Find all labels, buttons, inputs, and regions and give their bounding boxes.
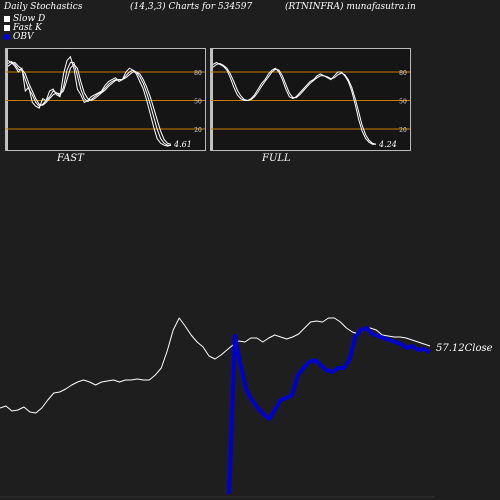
fast-panel-caption: FAST xyxy=(57,153,84,164)
full-level-label: 80 xyxy=(399,70,407,77)
legend-fast-k: Fast K xyxy=(4,23,42,33)
full-panel-caption: FULL xyxy=(262,153,291,164)
legend-swatch-fast-k xyxy=(4,25,10,31)
full-level-label: 50 xyxy=(399,99,407,106)
fast-last-value-label: 4.61 xyxy=(173,140,192,149)
full-stochastic-chart: 80 50 204.24 xyxy=(211,49,410,150)
header-left: Daily Stochastics xyxy=(4,2,83,12)
full-level-label: 20 xyxy=(399,127,407,134)
full-stochastic-panel: 80 50 20 4.24 xyxy=(210,48,411,151)
legend-swatch-slow-d xyxy=(4,16,10,22)
fast-level-label: 50 xyxy=(194,99,202,106)
fast-series-line-1 xyxy=(7,60,171,146)
full-series-line-1 xyxy=(212,62,377,145)
legend-slow-d: Slow D xyxy=(4,14,45,24)
fast-series-line-0 xyxy=(7,55,172,147)
fast-level-label: 80 xyxy=(194,70,202,77)
obv-close-label: 57.12Close xyxy=(436,343,493,354)
legend-label-fast-k: Fast K xyxy=(13,23,42,33)
legend-obv: OBV xyxy=(4,32,34,42)
legend-swatch-obv xyxy=(4,34,10,40)
full-series-line-0 xyxy=(212,61,376,145)
price-line xyxy=(0,317,431,414)
fast-stochastic-chart: 80 50 204.61 xyxy=(6,49,205,150)
legend-label-obv: OBV xyxy=(13,32,34,42)
fast-stochastic-panel: 80 50 20 4.61 xyxy=(5,48,206,151)
obv-line xyxy=(227,326,431,495)
fast-series-line-2 xyxy=(7,61,172,145)
header-middle: (14,3,3) Charts for 534597 xyxy=(130,2,253,12)
header-right: (RTNINFRA) munafasutra.in xyxy=(285,2,416,12)
full-last-value-label: 4.24 xyxy=(378,140,397,149)
fast-level-label: 20 xyxy=(194,127,202,134)
legend-label-slow-d: Slow D xyxy=(13,14,46,24)
obv-chart: 57.12Close xyxy=(0,317,493,498)
